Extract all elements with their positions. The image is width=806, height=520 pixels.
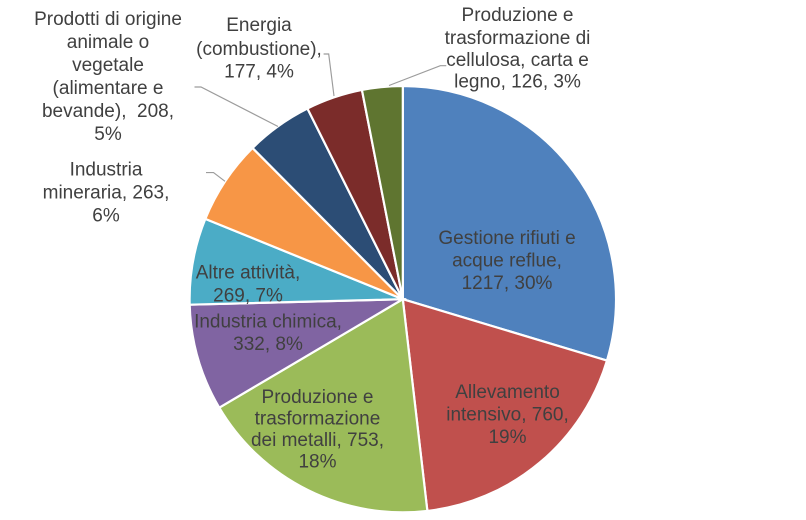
svg-text:Prodotti di origine: Prodotti di origine <box>34 9 182 30</box>
svg-text:trasformazione di: trasformazione di <box>445 28 591 49</box>
svg-text:(combustione),: (combustione), <box>196 39 322 60</box>
svg-text:(alimentare e: (alimentare e <box>53 78 164 99</box>
svg-text:trasformazione: trasformazione <box>255 409 381 430</box>
svg-text:19%: 19% <box>488 427 526 448</box>
svg-text:Industria chimica,: Industria chimica, <box>194 312 342 333</box>
svg-text:vegetale: vegetale <box>72 55 144 76</box>
svg-text:mineraria, 263,: mineraria, 263, <box>43 183 170 204</box>
svg-text:Gestione rifiuti e: Gestione rifiuti e <box>438 228 575 249</box>
svg-text:177, 4%: 177, 4% <box>224 62 294 83</box>
svg-text:18%: 18% <box>298 452 336 473</box>
svg-text:Energia: Energia <box>226 15 292 36</box>
svg-text:animale o: animale o <box>67 32 149 53</box>
svg-text:5%: 5% <box>94 124 122 145</box>
svg-text:Produzione e: Produzione e <box>262 387 374 408</box>
svg-text:Industria: Industria <box>70 160 143 181</box>
svg-text:Allevamento: Allevamento <box>455 382 560 403</box>
svg-text:cellulosa, carta e: cellulosa, carta e <box>446 50 589 71</box>
svg-text:1217, 30%: 1217, 30% <box>462 273 553 294</box>
svg-text:Altre attività,: Altre attività, <box>196 263 301 284</box>
svg-text:269, 7%: 269, 7% <box>213 286 283 307</box>
svg-text:332, 8%: 332, 8% <box>233 334 303 355</box>
svg-text:legno, 126, 3%: legno, 126, 3% <box>454 72 581 93</box>
svg-text:acque reflue,: acque reflue, <box>452 251 562 272</box>
svg-text:6%: 6% <box>92 206 120 227</box>
svg-text:dei metalli, 753,: dei metalli, 753, <box>251 430 384 451</box>
svg-text:bevande), 208,: bevande), 208, <box>42 101 174 122</box>
svg-text:Produzione e: Produzione e <box>462 5 574 26</box>
svg-text:intensivo, 760,: intensivo, 760, <box>446 405 569 426</box>
